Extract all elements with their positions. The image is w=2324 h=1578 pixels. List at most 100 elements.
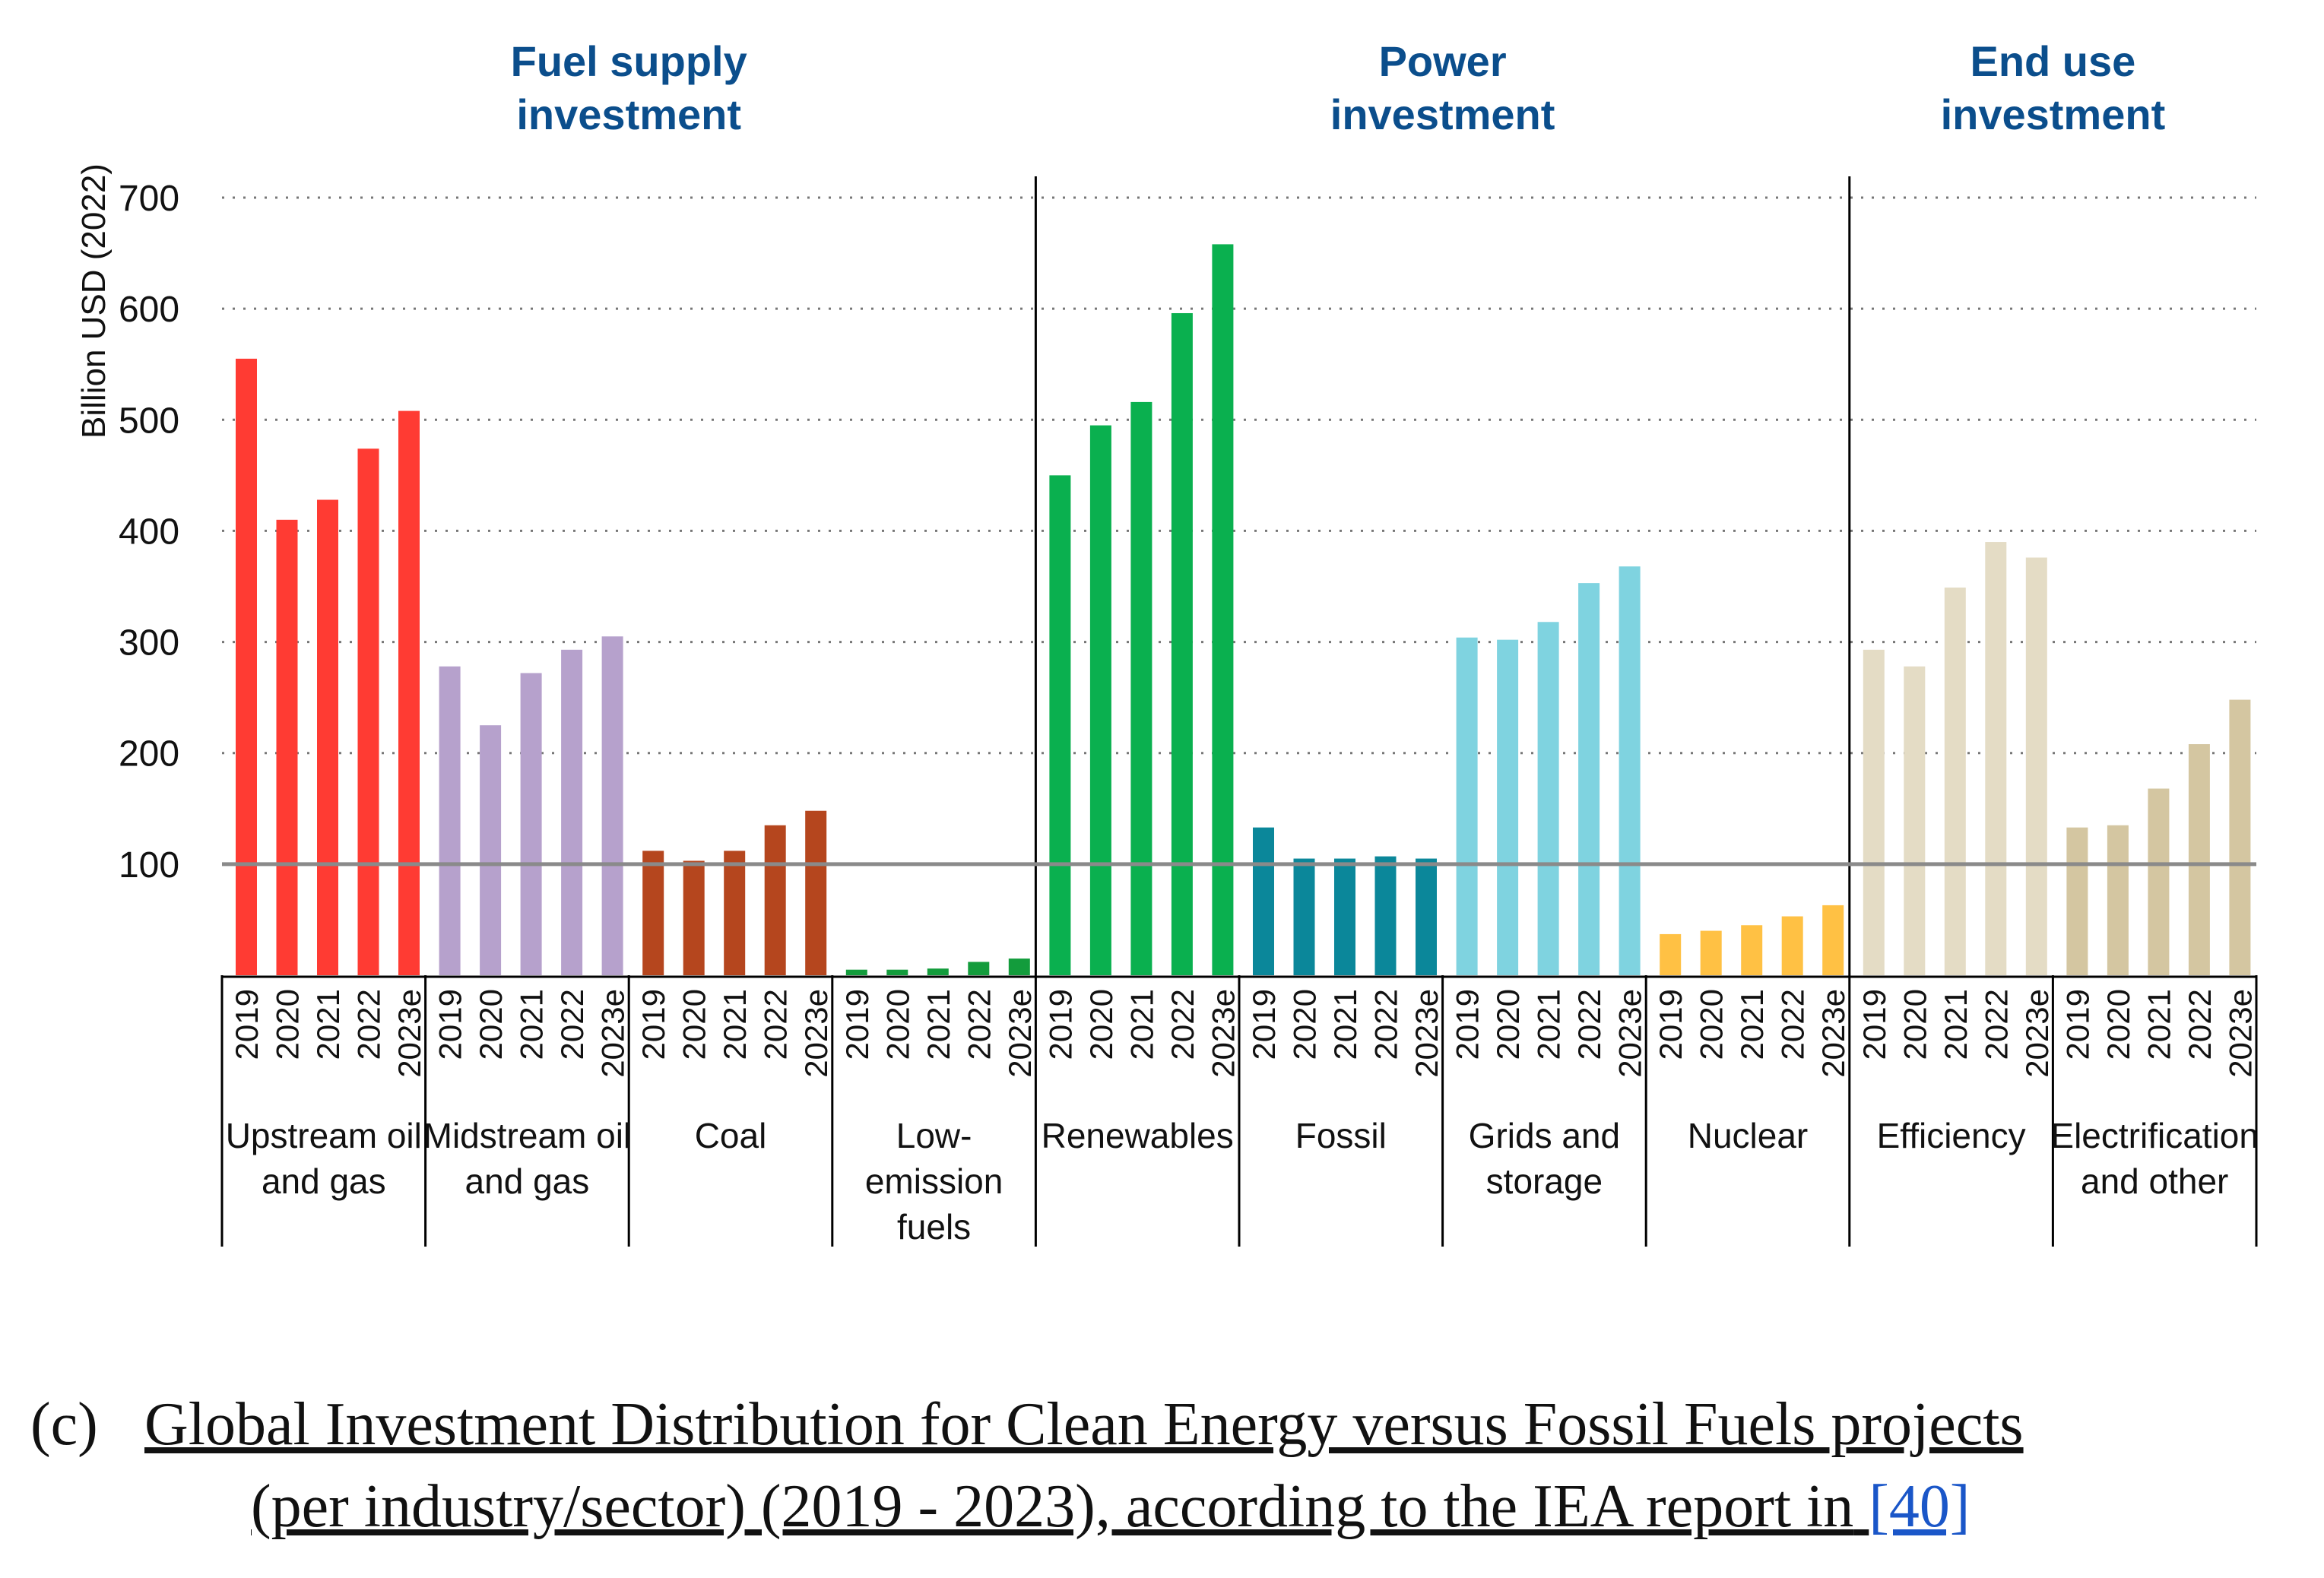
group-label-3-line-1: emission	[865, 1161, 1003, 1201]
year-label-0-2021: 2021	[310, 989, 346, 1060]
bar-6-2023e	[1619, 566, 1641, 975]
section-title-2-line-0: End use	[1970, 37, 2135, 85]
bar-4-2020	[1089, 425, 1111, 975]
group-label-9-line-0: Electrification	[2050, 1116, 2259, 1155]
group-label-5-line-0: Fossil	[1295, 1116, 1387, 1155]
bar-6-2019	[1456, 637, 1478, 975]
group-label-0-line-1: and gas	[262, 1161, 386, 1201]
year-label-9-2022: 2022	[2182, 989, 2218, 1060]
year-label-3-2023e: 2023e	[1002, 989, 1038, 1078]
year-label-1-2019: 2019	[433, 989, 468, 1060]
bar-1-2020	[480, 725, 502, 975]
bar-1-2021	[520, 673, 542, 975]
group-label-8-line-0: Efficiency	[1877, 1116, 2026, 1155]
year-label-7-2020: 2020	[1694, 989, 1730, 1060]
bar-7-2022	[1781, 916, 1803, 975]
year-label-8-2020: 2020	[1897, 989, 1932, 1060]
bar-1-2019	[439, 666, 461, 975]
bar-8-2023e	[2025, 557, 2047, 975]
year-label-1-2023e: 2023e	[595, 989, 631, 1078]
bar-7-2020	[1700, 930, 1722, 975]
y-axis-label: Billion USD (2022)	[75, 163, 113, 439]
year-label-2-2021: 2021	[717, 989, 753, 1060]
year-label-7-2021: 2021	[1734, 989, 1770, 1060]
year-label-8-2021: 2021	[1938, 989, 1974, 1060]
year-label-9-2019: 2019	[2059, 989, 2095, 1060]
bar-8-2019	[1863, 649, 1885, 975]
section-title-0-line-1: investment	[516, 90, 741, 138]
bar-9-2021	[2148, 788, 2170, 975]
year-label-9-2020: 2020	[2100, 989, 2136, 1060]
year-label-0-2020: 2020	[270, 989, 306, 1060]
bar-4-2022	[1171, 312, 1193, 975]
bar-3-2020	[886, 969, 908, 975]
year-label-4-2020: 2020	[1083, 989, 1119, 1060]
group-label-1-line-0: Midstream oil	[423, 1116, 632, 1155]
bar-5-2021	[1334, 858, 1355, 975]
bar-0-2022	[357, 448, 379, 975]
year-label-2-2020: 2020	[677, 989, 712, 1060]
group-label-0-line-0: Upstream oil	[226, 1116, 422, 1155]
bar-5-2022	[1374, 856, 1397, 975]
section-title-2-line-1: investment	[1941, 90, 2166, 138]
bar-2-2019	[642, 851, 664, 975]
year-label-2-2019: 2019	[636, 989, 671, 1060]
bar-9-2020	[2107, 825, 2129, 975]
group-label-4-line-0: Renewables	[1042, 1116, 1234, 1155]
year-label-0-2023e: 2023e	[392, 989, 427, 1078]
group-label-6-line-1: storage	[1486, 1161, 1603, 1201]
year-label-5-2022: 2022	[1368, 989, 1404, 1060]
bar-6-2020	[1497, 639, 1519, 975]
bar-8-2021	[1944, 587, 1966, 975]
caption-reference-link[interactable]: [40]	[1869, 1473, 1970, 1540]
year-label-5-2020: 2020	[1287, 989, 1323, 1060]
bar-9-2023e	[2229, 699, 2251, 975]
year-label-3-2021: 2021	[921, 989, 956, 1060]
year-label-7-2019: 2019	[1653, 989, 1688, 1060]
y-tick-label-300: 300	[119, 623, 179, 664]
bar-5-2023e	[1416, 858, 1437, 975]
year-label-9-2021: 2021	[2141, 989, 2177, 1060]
y-tick-label-100: 100	[119, 845, 179, 886]
group-label-6-line-0: Grids and	[1469, 1116, 1620, 1155]
year-label-8-2019: 2019	[1856, 989, 1892, 1060]
group-label-1-line-1: and gas	[465, 1161, 590, 1201]
caption-line-2-text: (per industry/sector) (2019 - 2023), acc…	[251, 1473, 1854, 1540]
year-label-4-2022: 2022	[1165, 989, 1200, 1060]
year-label-8-2023e: 2023e	[2019, 989, 2055, 1078]
year-label-8-2022: 2022	[1978, 989, 2014, 1060]
year-label-3-2020: 2020	[880, 989, 915, 1060]
bar-3-2023e	[1008, 959, 1030, 975]
year-label-2-2023e: 2023e	[798, 989, 834, 1078]
group-label-7-line-0: Nuclear	[1688, 1116, 1809, 1155]
section-title-0-line-0: Fuel supply	[511, 37, 747, 85]
year-label-3-2022: 2022	[961, 989, 997, 1060]
year-label-1-2022: 2022	[554, 989, 590, 1060]
y-tick-label-400: 400	[119, 512, 179, 552]
year-label-1-2021: 2021	[514, 989, 550, 1060]
bar-3-2022	[968, 962, 990, 975]
year-label-0-2022: 2022	[351, 989, 387, 1060]
year-label-6-2019: 2019	[1450, 989, 1485, 1060]
bar-2-2022	[764, 825, 786, 975]
bar-5-2019	[1253, 827, 1274, 975]
y-tick-label-600: 600	[119, 290, 179, 330]
bar-9-2019	[2066, 827, 2088, 975]
bar-4-2019	[1049, 475, 1071, 975]
group-label-9-line-1: and other	[2081, 1161, 2228, 1201]
bar-5-2020	[1293, 858, 1315, 975]
year-label-5-2021: 2021	[1327, 989, 1363, 1060]
caption-line-1: Global Investment Distribution for Clean…	[144, 1391, 2024, 1458]
bar-3-2021	[927, 968, 949, 975]
group-label-3-line-2: fuels	[897, 1207, 971, 1247]
year-label-6-2023e: 2023e	[1612, 989, 1648, 1078]
year-label-6-2020: 2020	[1490, 989, 1526, 1060]
section-title-1-line-0: Power	[1379, 37, 1507, 85]
bar-2-2020	[683, 860, 705, 975]
caption-label: (c)	[30, 1391, 98, 1458]
year-label-7-2022: 2022	[1775, 989, 1811, 1060]
bar-3-2019	[845, 969, 867, 975]
year-label-4-2019: 2019	[1042, 989, 1078, 1060]
bar-4-2021	[1130, 401, 1152, 975]
